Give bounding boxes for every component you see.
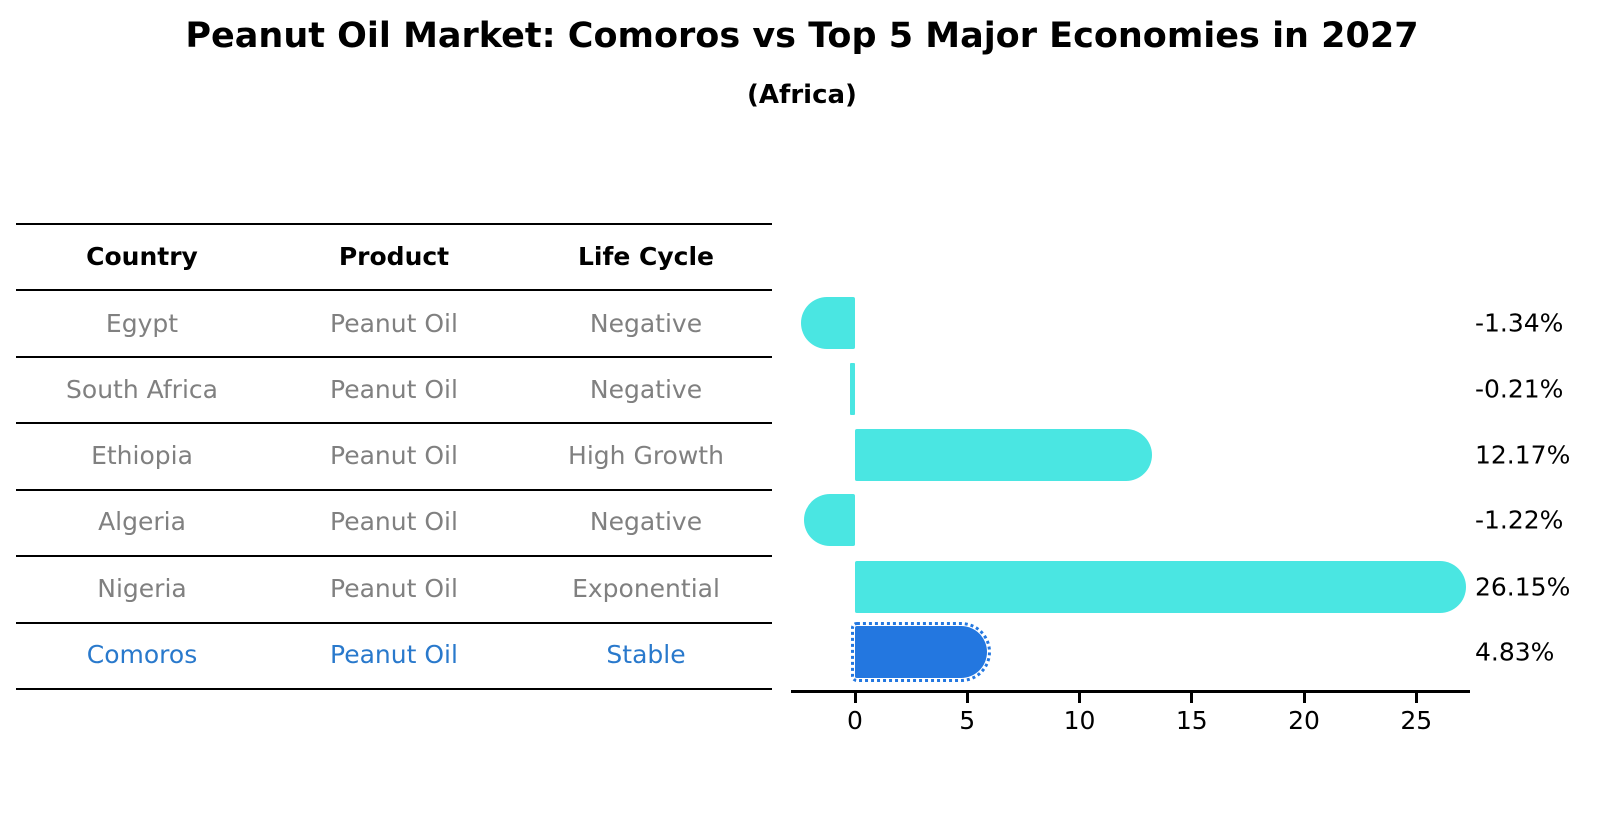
- x-axis-tick: [853, 693, 857, 703]
- bar-algeria: [803, 494, 855, 546]
- x-axis-tick-label: 15: [1175, 706, 1208, 735]
- x-axis-tick: [1190, 693, 1194, 703]
- table-cell-life-cycle: High Growth: [568, 440, 724, 470]
- table-line: [16, 223, 772, 225]
- value-label-ethiopia: 12.17%: [1475, 440, 1571, 470]
- value-label-nigeria: 26.15%: [1475, 572, 1571, 602]
- table-cell-life-cycle: Negative: [589, 308, 703, 338]
- table-cell-country: Nigeria: [97, 573, 187, 603]
- table-cell-product: Peanut Oil: [330, 308, 458, 338]
- table-cell-product-highlight: Peanut Oil: [330, 639, 458, 669]
- x-axis-tick: [1414, 693, 1418, 703]
- table-line: [16, 356, 772, 358]
- chart-subtitle: (Africa): [747, 80, 857, 110]
- table-cell-country-highlight: Comoros: [86, 639, 198, 669]
- x-axis-tick-label: 10: [1063, 706, 1096, 735]
- value-label-egypt: -1.34%: [1475, 308, 1564, 338]
- table-header-product: Product: [338, 241, 450, 271]
- chart-title: Peanut Oil Market: Comoros vs Top 5 Majo…: [185, 16, 1419, 56]
- table-line: [16, 289, 772, 291]
- bar-south-africa: [850, 363, 855, 415]
- x-axis-tick-label: 25: [1400, 706, 1433, 735]
- table-cell-country: Ethiopia: [91, 440, 193, 470]
- table-cell-product: Peanut Oil: [330, 506, 458, 536]
- x-axis-tick: [965, 693, 969, 703]
- table-cell-product: Peanut Oil: [330, 374, 458, 404]
- table-line: [16, 489, 772, 491]
- bar-nigeria: [855, 561, 1467, 613]
- table-line: [16, 622, 772, 624]
- table-line: [16, 555, 772, 557]
- bar-ethiopia: [855, 429, 1153, 481]
- x-axis-tick: [1302, 693, 1306, 703]
- table-cell-country: Algeria: [98, 506, 186, 536]
- value-label-algeria: -1.22%: [1475, 505, 1564, 535]
- bar-comoros: [850, 622, 992, 682]
- table-cell-life-cycle: Exponential: [572, 573, 720, 603]
- x-axis-tick-label: 0: [847, 706, 863, 735]
- table-header-country: Country: [86, 241, 198, 271]
- table-cell-life-cycle: Negative: [589, 506, 703, 536]
- bar-egypt: [800, 297, 855, 349]
- table-cell-country: South Africa: [66, 374, 218, 404]
- table-cell-life-cycle: Negative: [589, 374, 703, 404]
- table-line: [16, 688, 772, 690]
- x-axis-tick-label: 5: [959, 706, 976, 735]
- table-header-life-cycle: Life Cycle: [577, 241, 715, 271]
- value-label-comoros: 4.83%: [1475, 637, 1555, 667]
- table-line: [16, 422, 772, 424]
- table-cell-product: Peanut Oil: [330, 573, 458, 603]
- x-axis-tick-label: 20: [1288, 706, 1320, 735]
- table-cell-life-cycle-highlight: Stable: [606, 639, 686, 669]
- x-axis: [791, 690, 1471, 693]
- x-axis-tick: [1078, 693, 1081, 703]
- table-cell-product: Peanut Oil: [330, 440, 458, 470]
- value-label-south-africa: -0.21%: [1475, 374, 1564, 404]
- table-cell-country: Egypt: [105, 308, 179, 338]
